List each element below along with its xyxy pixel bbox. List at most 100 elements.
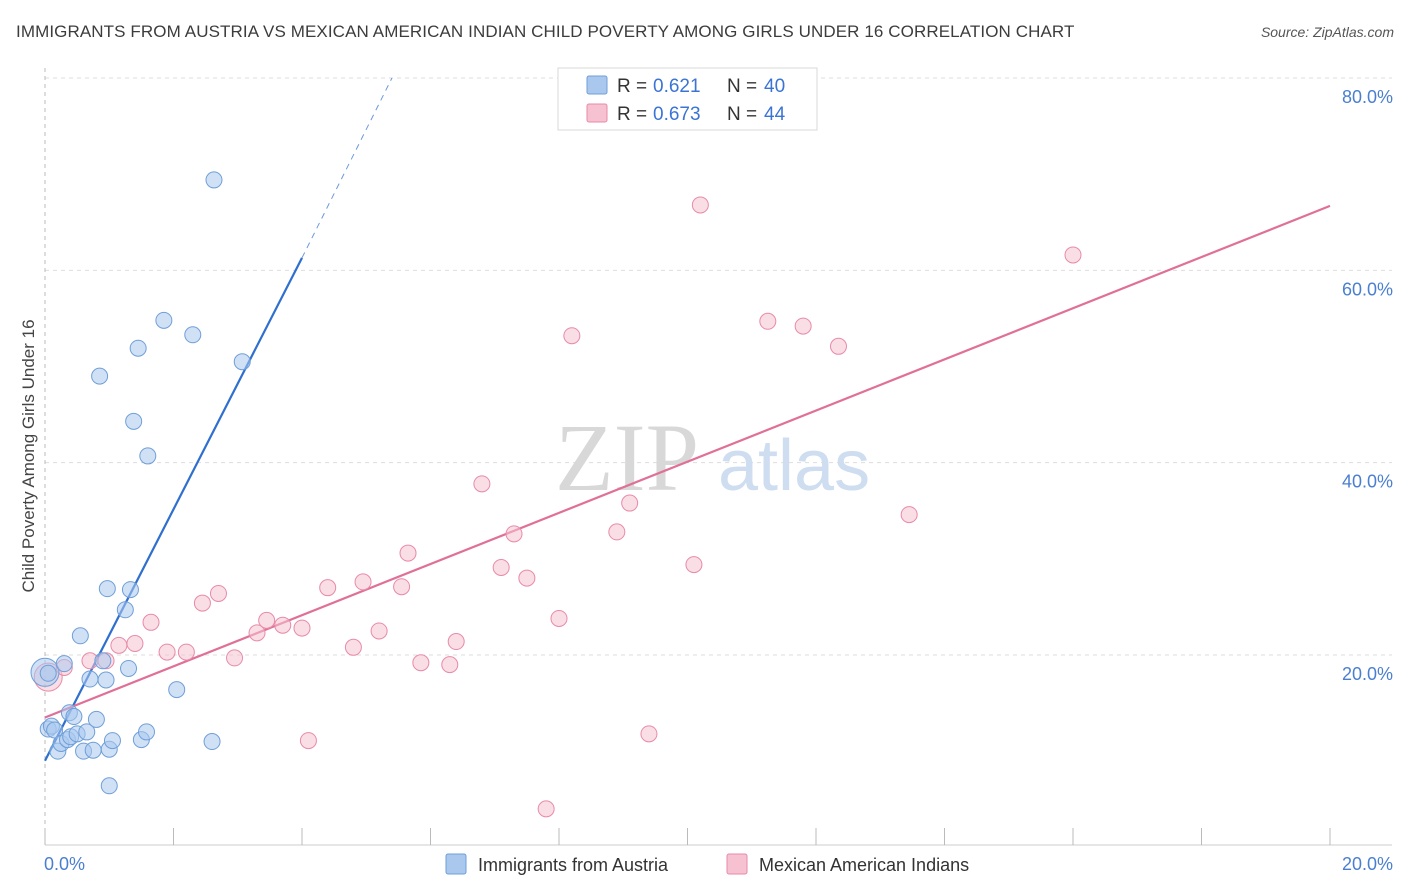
austria-point (71, 627, 89, 645)
mexican-american-indians-point (1064, 246, 1082, 264)
legend-n-value-blue: 40 (764, 76, 785, 97)
austria-point (129, 339, 147, 357)
chart-title: IMMIGRANTS FROM AUSTRIA VS MEXICAN AMERI… (16, 22, 1075, 41)
mexican-american-indians-point (900, 506, 918, 524)
austria-point (94, 652, 112, 670)
austria-point (39, 664, 57, 682)
bottom-legend-swatch-pink (726, 853, 748, 875)
legend-n-label-pink: N = (727, 104, 757, 125)
austria-point (65, 708, 83, 726)
mexican-american-indians-point (299, 732, 317, 750)
legend-r-label-pink: R = (617, 104, 647, 125)
y-tick-label: 40.0% (1342, 472, 1393, 492)
x-tick-label-min: 0.0% (44, 854, 85, 874)
bottom-legend-swatch-blue (445, 853, 467, 875)
source-credit: Source: ZipAtlas.com (1260, 24, 1394, 40)
mexican-american-indians-point (608, 523, 626, 541)
mexican-american-indians-point (441, 656, 459, 674)
mexican-american-indians-point (829, 337, 847, 355)
mexican-american-indians-point (640, 725, 658, 743)
trend-line-austria-extension (301, 77, 393, 259)
bottom-legend-label-pink: Mexican American Indians (759, 855, 969, 875)
austria-point (168, 681, 186, 699)
mexican-american-indians-point (412, 654, 430, 672)
y-axis-label: Child Poverty Among Girls Under 16 (19, 319, 38, 592)
watermark-zip: ZIP (555, 404, 699, 511)
austria-point (81, 670, 99, 688)
austria-point (100, 777, 118, 795)
austria-point (138, 723, 156, 741)
mexican-american-indians-point (447, 633, 465, 651)
austria-point (184, 326, 202, 344)
mexican-american-indians-point (505, 525, 523, 543)
mexican-american-indians-point (537, 800, 555, 818)
mexican-american-indians-point (158, 643, 176, 661)
austria-point (233, 353, 251, 371)
mexican-american-indians-point (473, 475, 491, 493)
legend-r-label-blue: R = (617, 76, 647, 97)
y-tick-label: 60.0% (1342, 279, 1393, 299)
austria-point (91, 367, 109, 385)
y-tick-label: 80.0% (1342, 87, 1393, 107)
bottom-legend-label-blue: Immigrants from Austria (478, 855, 669, 875)
mexican-american-indians-point (142, 613, 160, 631)
mexican-american-indians-point (126, 634, 144, 652)
austria-point (121, 581, 139, 599)
austria-point (103, 732, 121, 750)
mexican-american-indians-point (193, 594, 211, 612)
series-immigrants-from-austria (30, 171, 251, 795)
mexican-american-indians-point (518, 569, 536, 587)
mexican-american-indians-point (226, 649, 244, 667)
austria-point (78, 723, 96, 741)
axes (44, 68, 1392, 846)
mexican-american-indians-point (399, 544, 417, 562)
austria-point (116, 601, 134, 619)
austria-point (205, 171, 223, 189)
austria-point (98, 580, 116, 598)
austria-point (125, 412, 143, 430)
mexican-american-indians-point (258, 611, 276, 629)
watermark-atlas: atlas (718, 426, 870, 506)
bottom-legend: Immigrants from Austria Mexican American… (445, 853, 969, 875)
x-tick-labels: 0.0% 20.0% (44, 854, 1393, 874)
legend-r-value-pink: 0.673 (653, 104, 701, 125)
mexican-american-indians-point (274, 616, 292, 634)
austria-point (155, 311, 173, 329)
mexican-american-indians-point (492, 558, 510, 576)
legend-r-value-blue: 0.621 (653, 76, 701, 97)
legend-swatch-pink (586, 103, 608, 123)
mexican-american-indians-point (209, 584, 227, 602)
mexican-american-indians-point (550, 609, 568, 627)
legend-n-label-blue: N = (727, 76, 757, 97)
mexican-american-indians-point (794, 317, 812, 335)
austria-point (97, 671, 115, 689)
mexican-american-indians-point (354, 573, 372, 591)
austria-point (55, 655, 73, 673)
mexican-american-indians-point (293, 619, 311, 637)
top-legend: R = 0.621 N = 40 R = 0.673 N = 44 (557, 67, 818, 131)
mexican-american-indians-point (563, 327, 581, 345)
mexican-american-indians-point (759, 312, 777, 330)
trend-line-mexican-american-indians (44, 204, 1331, 719)
mexican-american-indians-point (177, 643, 195, 661)
mexican-american-indians-point (344, 638, 362, 656)
legend-n-value-pink: 44 (764, 104, 786, 125)
austria-point (84, 741, 102, 759)
mexican-american-indians-point (621, 494, 639, 512)
austria-point (87, 710, 105, 728)
mexican-american-indians-point (319, 579, 337, 597)
mexican-american-indians-point (685, 556, 703, 574)
mexican-american-indians-point (248, 624, 266, 642)
austria-point (139, 447, 157, 465)
mexican-american-indians-point (370, 622, 388, 640)
austria-point (203, 733, 221, 751)
mexican-american-indians-point (691, 196, 709, 214)
x-tick-label-max: 20.0% (1342, 854, 1393, 874)
y-tick-label: 20.0% (1342, 664, 1393, 684)
mexican-american-indians-point (110, 636, 128, 654)
mexican-american-indians-point (393, 578, 411, 596)
legend-swatch-blue (586, 75, 608, 95)
y-tick-labels: 20.0% 40.0% 60.0% 80.0% (1342, 87, 1393, 684)
austria-point (120, 659, 138, 677)
